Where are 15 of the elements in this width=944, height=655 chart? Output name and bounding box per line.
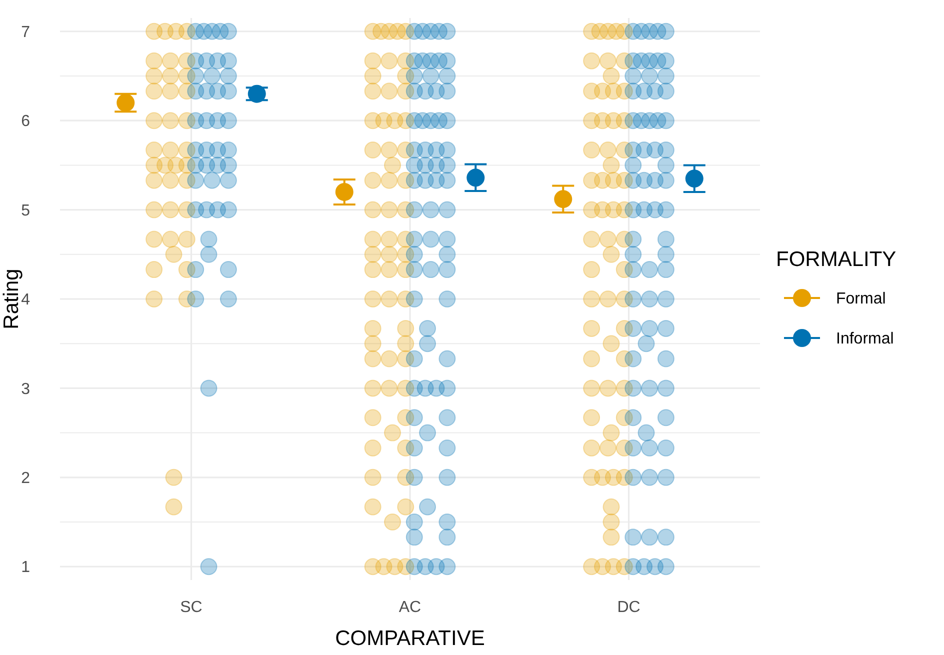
y-tick-label: 2 [21,470,30,488]
x-tick-label: SC [180,599,202,616]
y-tick-label: 4 [21,292,30,309]
legend-label: Formal [836,290,886,308]
legend-label: Informal [836,330,894,348]
legend-title: FORMALITY [776,248,896,271]
y-tick-label: 5 [21,202,30,220]
x-tick-label: DC [617,599,640,616]
y-tick-label: 3 [21,380,30,398]
y-axis-title: Rating [0,268,23,330]
y-tick-label: 6 [21,113,30,130]
x-axis-title: COMPARATIVE [335,627,485,650]
y-tick-label: 1 [21,559,30,576]
x-tick-label: AC [398,599,422,616]
y-tick-label: 7 [21,24,30,41]
